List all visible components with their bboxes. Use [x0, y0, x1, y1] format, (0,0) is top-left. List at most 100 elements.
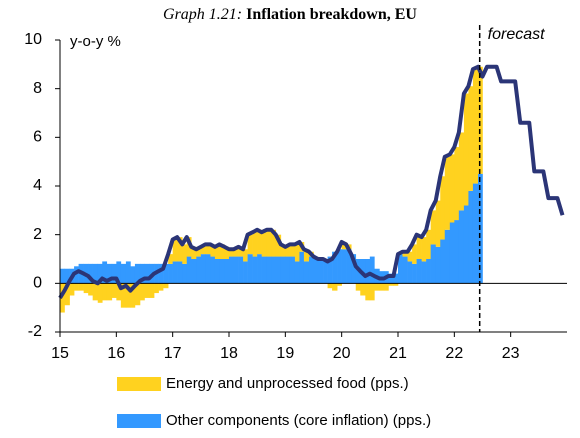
- bar: [360, 283, 366, 296]
- bar: [102, 261, 108, 284]
- bar: [444, 156, 451, 230]
- x-tick-label: 16: [107, 345, 125, 362]
- bar: [463, 205, 469, 284]
- bar: [458, 210, 465, 284]
- bar: [102, 283, 108, 301]
- y-tick-label: 4: [33, 177, 42, 194]
- bar: [468, 190, 474, 284]
- y-tick-label: 8: [33, 80, 42, 97]
- bar: [168, 263, 173, 284]
- bar: [168, 254, 173, 264]
- bar: [238, 246, 244, 257]
- bar: [106, 283, 113, 301]
- bar: [440, 239, 446, 284]
- bar: [407, 251, 413, 262]
- bar: [158, 283, 164, 291]
- legend-label: Other components (core inflation) (pps.): [166, 412, 431, 429]
- x-tick-label: 22: [445, 345, 463, 362]
- bar: [327, 283, 333, 289]
- bar: [120, 263, 127, 284]
- x-tick-label: 23: [502, 345, 520, 362]
- y-tick-label: 6: [33, 129, 42, 146]
- bar: [252, 232, 258, 257]
- bar: [337, 249, 342, 284]
- bar: [289, 244, 296, 257]
- bar: [280, 256, 286, 284]
- bar: [125, 283, 131, 308]
- bar: [191, 259, 197, 284]
- bar: [210, 256, 216, 284]
- bar: [388, 273, 394, 284]
- bar: [477, 66, 483, 174]
- bar: [393, 273, 399, 284]
- bar: [407, 261, 413, 284]
- x-tick-label: 21: [389, 345, 407, 362]
- bar: [369, 283, 375, 301]
- bar: [200, 246, 206, 255]
- bar: [97, 283, 103, 303]
- bar: [299, 251, 305, 284]
- bar: [472, 69, 479, 184]
- bar: [144, 263, 150, 284]
- bar: [125, 261, 131, 284]
- legend-swatch: [117, 414, 161, 428]
- bar: [106, 263, 113, 284]
- bar: [454, 147, 460, 221]
- annotation: forecast: [488, 26, 545, 43]
- bar: [158, 263, 164, 284]
- bar: [393, 283, 399, 286]
- bar: [83, 283, 89, 294]
- bar: [351, 254, 357, 284]
- bar: [92, 283, 99, 301]
- y-axis-label: y-o-y %: [70, 33, 121, 50]
- bar: [247, 254, 253, 284]
- bar: [332, 283, 338, 291]
- bar: [177, 261, 183, 284]
- bar: [177, 237, 183, 262]
- bar: [74, 266, 79, 284]
- legend-label: Energy and unprocessed food (pps.): [166, 375, 409, 392]
- bar: [416, 259, 422, 284]
- bar: [154, 283, 159, 294]
- bar: [458, 132, 465, 211]
- bar: [444, 229, 451, 284]
- bar: [243, 261, 248, 284]
- x-tick-label: 19: [276, 345, 294, 362]
- bar: [289, 256, 296, 284]
- bar: [388, 283, 394, 286]
- bar: [64, 268, 70, 284]
- bar: [182, 263, 188, 284]
- bar: [426, 259, 431, 284]
- bar: [214, 259, 220, 284]
- bar: [196, 249, 202, 257]
- bar: [219, 259, 225, 284]
- bar: [163, 283, 169, 289]
- bar: [421, 237, 427, 262]
- bar: [172, 239, 178, 262]
- bar: [285, 256, 291, 284]
- bar: [229, 249, 234, 257]
- x-tick-label: 18: [220, 345, 238, 362]
- bar: [257, 229, 262, 255]
- bar: [369, 256, 375, 284]
- bar: [440, 176, 446, 240]
- bar: [78, 283, 84, 291]
- y-tick-label: 10: [24, 31, 42, 48]
- bar: [308, 256, 314, 284]
- bar: [472, 183, 479, 284]
- bar: [379, 283, 385, 291]
- bar: [365, 283, 371, 301]
- bar: [318, 259, 324, 284]
- bar: [402, 256, 408, 284]
- bar: [271, 256, 277, 284]
- bar: [238, 256, 244, 284]
- bar: [60, 283, 65, 313]
- chart-title: Graph 1.21: Inflation breakdown, EU: [163, 6, 417, 23]
- bar: [149, 283, 155, 298]
- bar: [294, 261, 300, 284]
- bar: [116, 261, 122, 284]
- bar: [186, 256, 192, 284]
- bar: [139, 283, 145, 301]
- bar: [229, 256, 234, 284]
- y-tick-label: 0: [33, 275, 42, 292]
